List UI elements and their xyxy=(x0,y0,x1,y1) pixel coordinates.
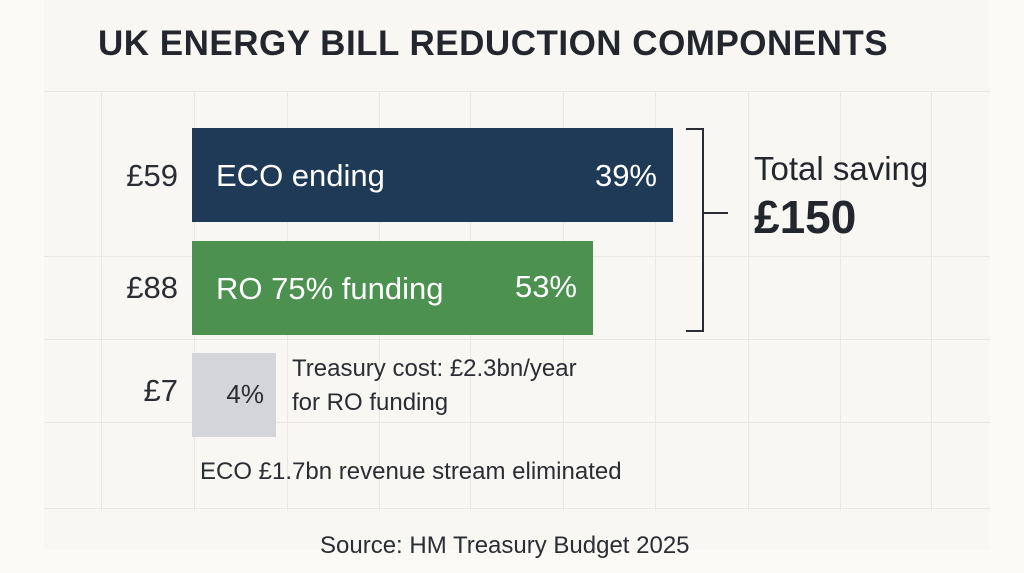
grid-line-vertical xyxy=(931,91,932,511)
grid-line-vertical xyxy=(101,91,102,511)
value-label-eco: £59 xyxy=(126,158,178,193)
value-label-other: £7 xyxy=(143,373,178,408)
treasury-cost-note-2: for RO funding xyxy=(292,389,449,416)
grid-line-horizontal xyxy=(44,339,990,340)
bracket-tick xyxy=(704,212,728,214)
grid-line-horizontal xyxy=(44,91,990,92)
grid-line-horizontal xyxy=(44,508,990,509)
bar-ro-funding: RO 75% funding 53% xyxy=(192,241,593,335)
grid-line-vertical xyxy=(655,91,656,511)
bar-pct-eco: 39% xyxy=(594,158,657,193)
bar-label-ro: RO 75% funding xyxy=(216,271,444,306)
grid-line-vertical xyxy=(748,91,749,511)
treasury-cost-note: Treasury cost: £2.3bn/year xyxy=(292,355,577,382)
total-bracket xyxy=(686,128,704,332)
grid-line-horizontal xyxy=(44,422,990,423)
value-label-ro: £88 xyxy=(126,270,178,305)
bar-pct-other: 4% xyxy=(226,379,264,409)
bar-eco-ending: ECO ending 39% xyxy=(192,128,673,222)
bar-label-eco: ECO ending xyxy=(216,158,385,193)
total-saving-value: £150 xyxy=(754,191,857,243)
bar-pct-ro: 53% xyxy=(514,269,577,304)
total-saving-label: Total saving xyxy=(754,150,929,187)
eco-revenue-note: ECO £1.7bn revenue stream eliminated xyxy=(200,458,622,485)
chart-title: UK ENERGY BILL REDUCTION COMPONENTS xyxy=(98,24,889,63)
bar-other: 4% xyxy=(192,353,276,437)
grid-line-vertical xyxy=(840,91,841,511)
source-note: Source: HM Treasury Budget 2025 xyxy=(320,532,690,559)
